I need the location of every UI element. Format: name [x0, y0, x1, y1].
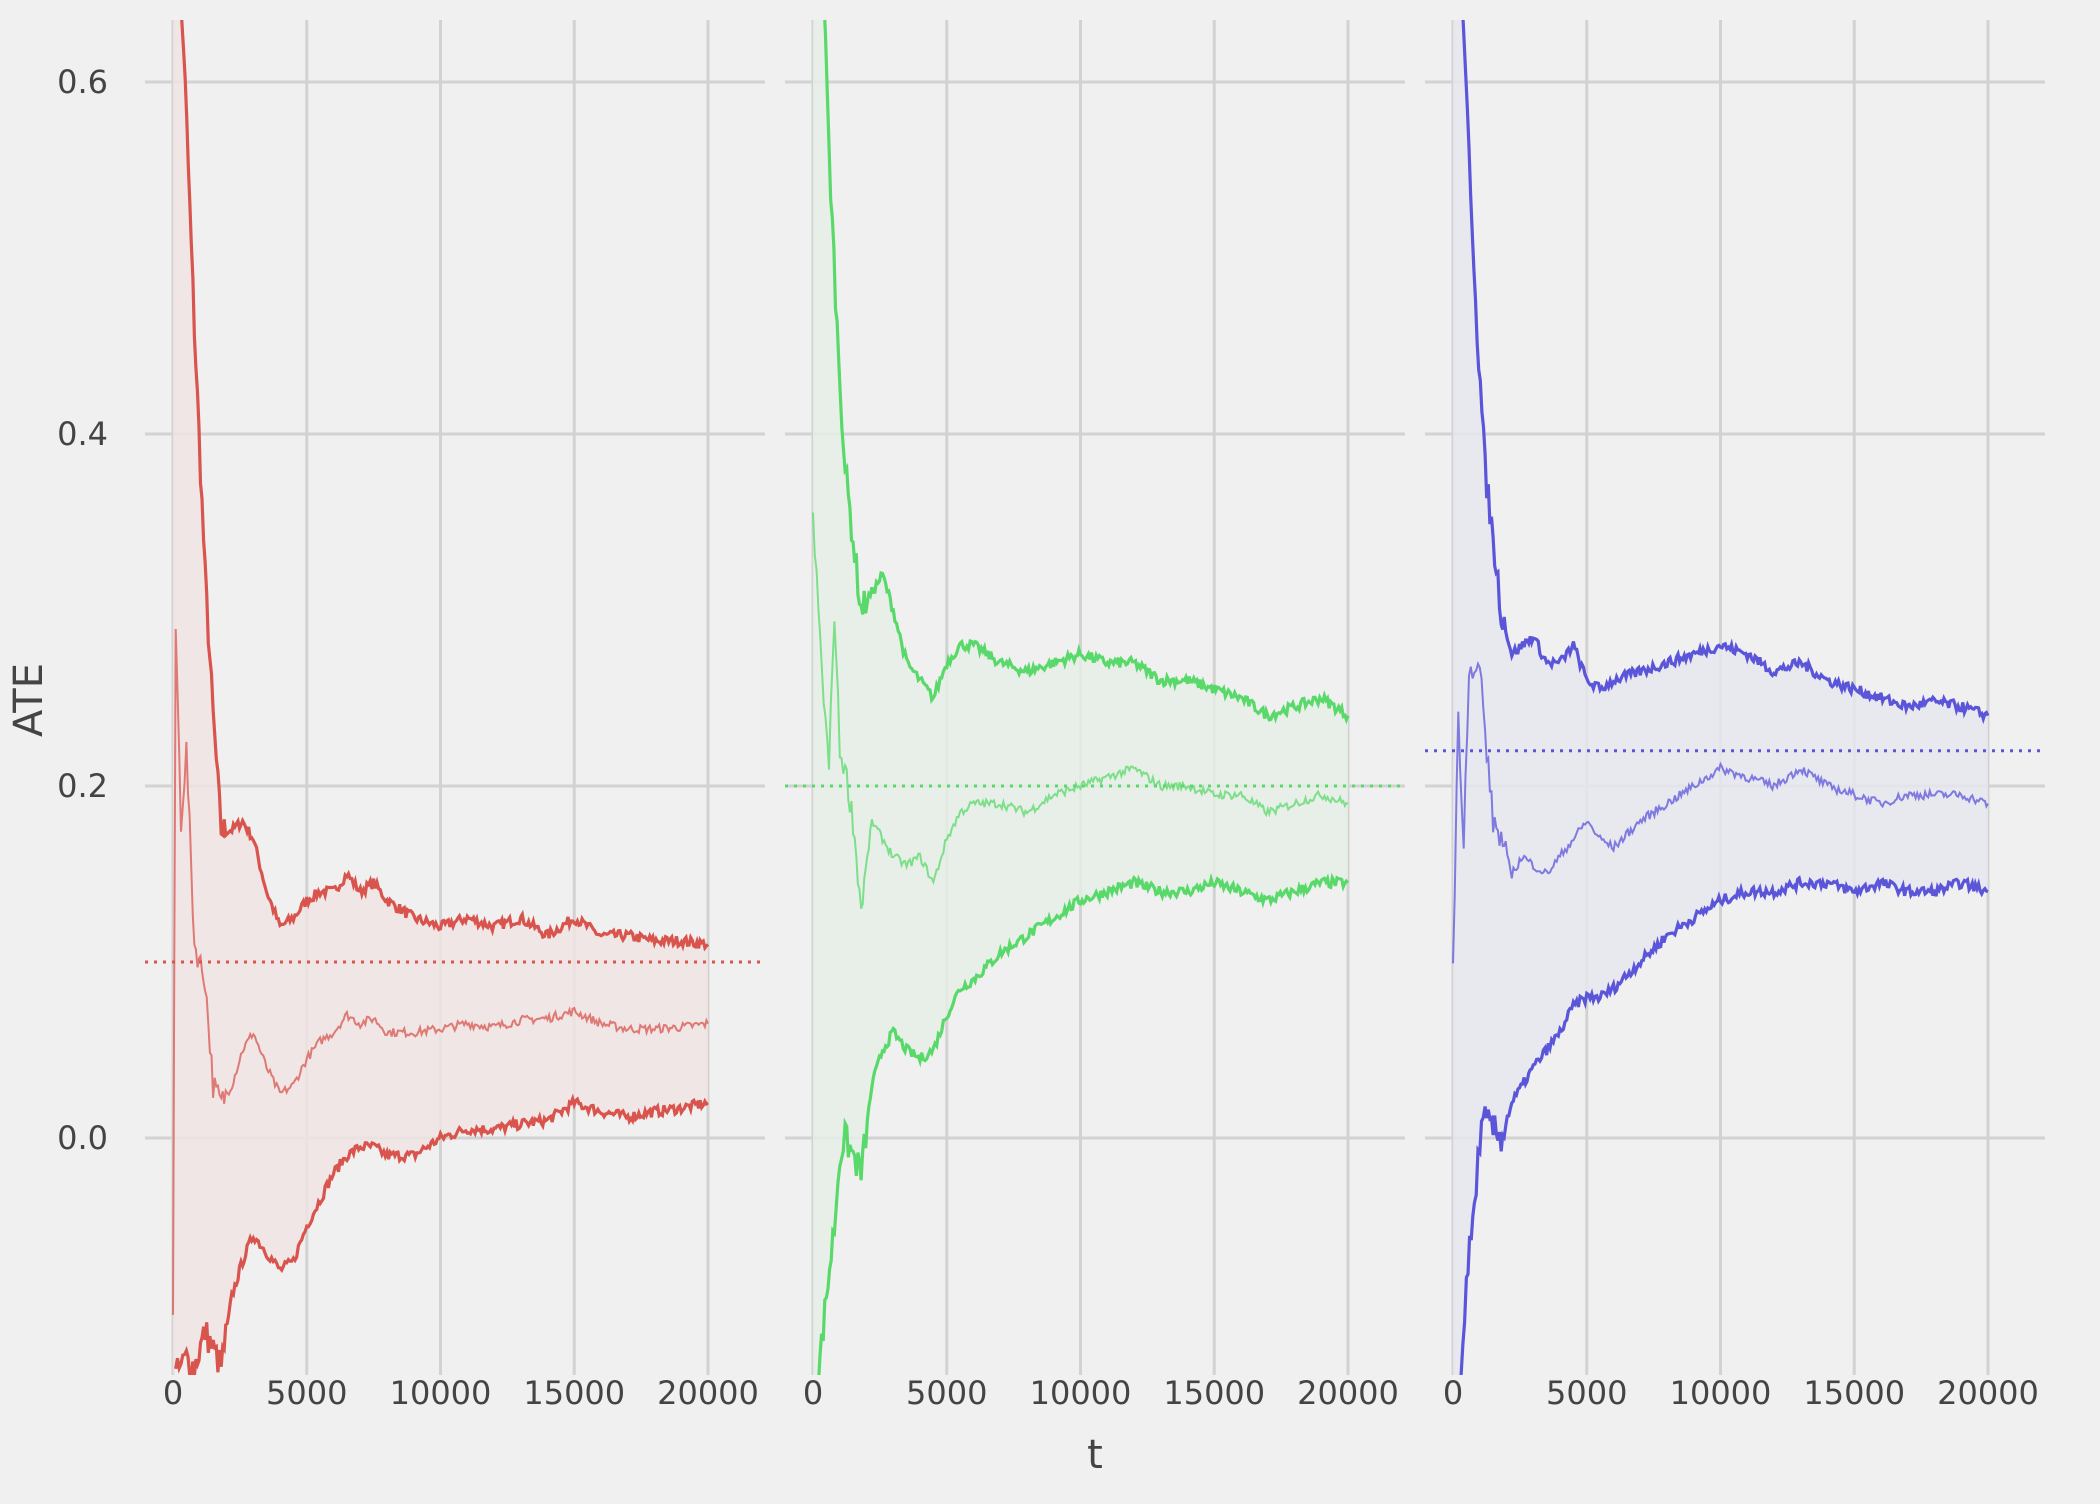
x-tick-label: 5000 [906, 1374, 987, 1412]
lower-bound-line [1459, 875, 1989, 1375]
x-tick-label: 5000 [266, 1374, 347, 1412]
panels: 0 5000 10000 15000 20000 0.0 0.2 0.4 0.6 0 5000 100… [57, 20, 2045, 1412]
x-tick-label: 15000 [523, 1374, 625, 1412]
x-tick-label: 20000 [1937, 1374, 2039, 1412]
upper-bound-line [1461, 20, 1990, 725]
panel-plot-area [145, 20, 765, 1375]
x-tick-label: 15000 [1163, 1374, 1265, 1412]
lower-bound-line [817, 872, 1350, 1375]
x-tick-label: 0 [1443, 1374, 1463, 1412]
upper-bound-line [823, 20, 1350, 725]
confidence-band [173, 20, 708, 1375]
estimate-line [1452, 660, 1989, 964]
x-tick-label: 10000 [1030, 1374, 1132, 1412]
panel-1: 0 5000 10000 15000 20000 0.0 0.2 0.4 0.6 [57, 20, 765, 1412]
x-tick-label: 20000 [1297, 1374, 1399, 1412]
panel-plot-area [785, 20, 1405, 1375]
x-axis-label: t [1087, 1432, 1103, 1478]
lower-bound-line [174, 1093, 709, 1375]
x-tick-label: 10000 [1670, 1374, 1772, 1412]
y-axis-label: ATE [6, 663, 52, 737]
panel-plot-area [1425, 20, 2045, 1375]
confidence-band [1453, 20, 1988, 1375]
y-tick-label: 0.2 [57, 767, 108, 805]
x-tick-label: 20000 [657, 1374, 759, 1412]
y-tick-label: 0.6 [57, 63, 108, 101]
upper-bound-line [180, 20, 710, 952]
x-tick-label: 0 [163, 1374, 183, 1412]
estimate-line [812, 512, 1349, 910]
x-tick-label: 0 [803, 1374, 823, 1412]
panel-3: 0 5000 10000 15000 20000 [1425, 20, 2045, 1412]
y-tick-label: 0.0 [57, 1119, 108, 1157]
confidence-band [813, 20, 1348, 1375]
x-tick-label: 5000 [1546, 1374, 1627, 1412]
estimate-line [172, 628, 709, 1315]
x-tick-label: 10000 [390, 1374, 492, 1412]
y-tick-label: 0.4 [57, 415, 108, 453]
panel-2: 0 5000 10000 15000 20000 [785, 20, 1405, 1412]
x-tick-label: 15000 [1803, 1374, 1905, 1412]
